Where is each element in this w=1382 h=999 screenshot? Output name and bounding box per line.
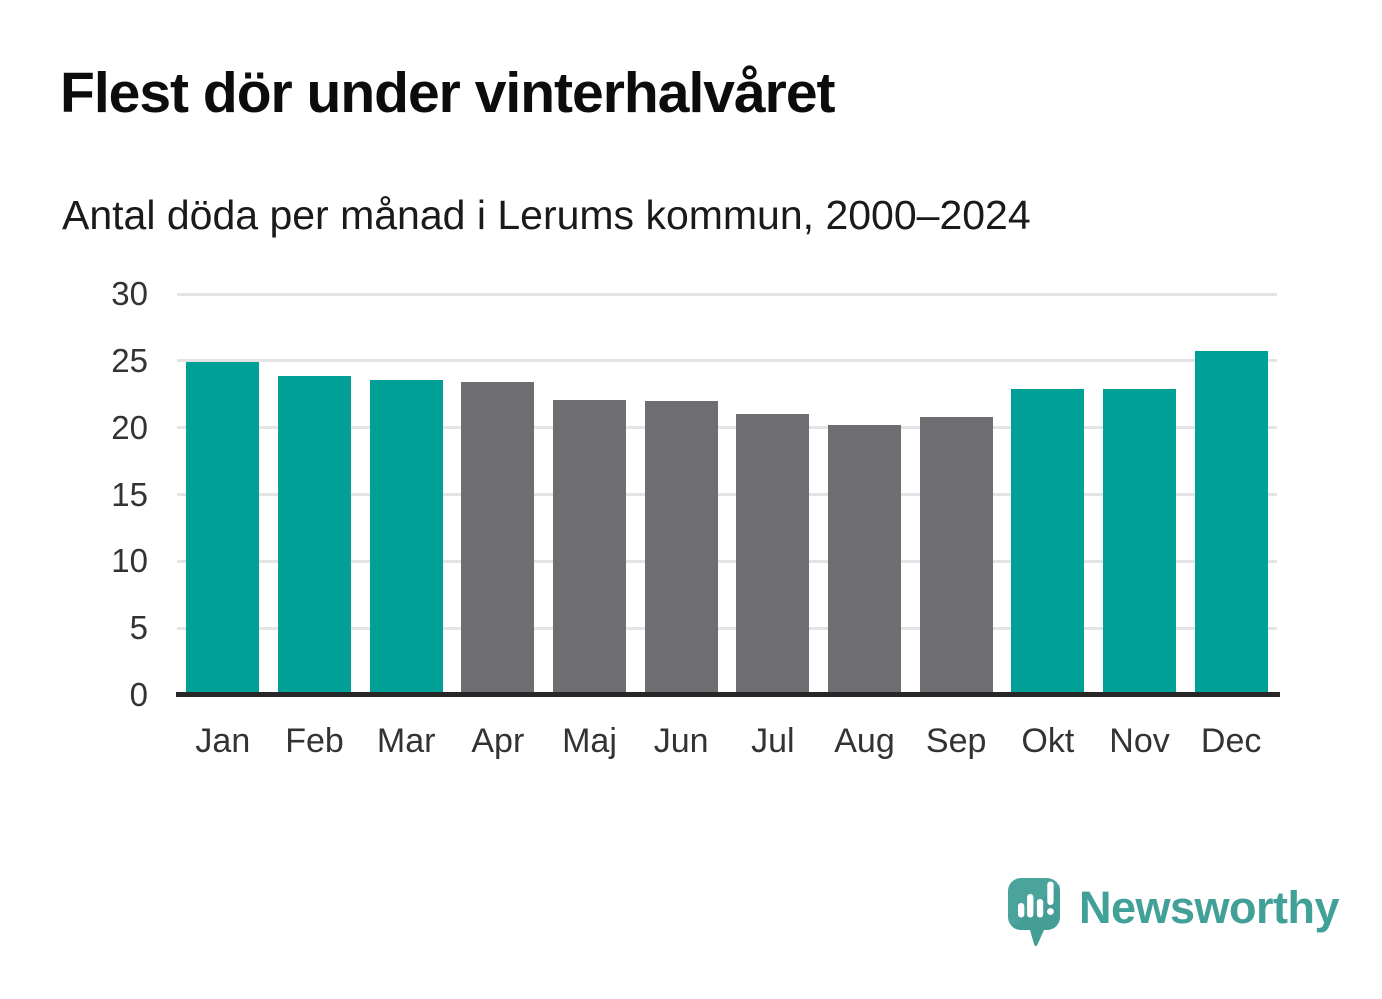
bar-apr xyxy=(461,382,535,695)
x-tick-label: Jul xyxy=(751,722,795,760)
x-tick-label: Dec xyxy=(1200,722,1262,760)
y-tick-label: 15 xyxy=(111,475,148,513)
y-axis: 0 5 10 15 20 25 30 xyxy=(30,275,148,713)
bar-maj xyxy=(553,399,626,695)
newsworthy-logo-icon xyxy=(1008,878,1060,947)
gridline xyxy=(177,626,1277,630)
bar-dec xyxy=(1194,351,1268,695)
x-axis-line xyxy=(176,692,1280,697)
x-tick-label: Aug xyxy=(834,722,895,760)
gridline xyxy=(177,559,1277,563)
chart-title: Flest dör under vinterhalvåret xyxy=(60,61,836,125)
bar-sep xyxy=(919,416,993,695)
speech-bubble-shape xyxy=(1008,878,1060,947)
x-tick-label: Feb xyxy=(285,722,344,760)
x-tick-label: Maj xyxy=(562,722,617,760)
bar-feb xyxy=(278,375,351,695)
y-tick-label: 0 xyxy=(129,676,148,713)
bar-jan xyxy=(186,362,260,695)
plot-area xyxy=(177,292,1277,695)
y-tick-label: 20 xyxy=(111,408,148,446)
x-tick-label: Okt xyxy=(1021,722,1075,760)
gridline xyxy=(177,426,1277,430)
mini-bar-chart-glyph xyxy=(1018,894,1044,918)
x-tick-label: Mar xyxy=(376,722,436,760)
y-tick-label: 25 xyxy=(111,341,148,379)
y-tick-label: 10 xyxy=(111,542,148,580)
bar-nov xyxy=(1103,388,1176,695)
x-axis: Jan Feb Mar Apr Maj Jun Jul Aug Sep Okt Nov Dec xyxy=(177,722,1277,766)
brand-footer: Newsworthy xyxy=(1008,878,1340,950)
bar-jun xyxy=(644,400,718,695)
exclamation-glyph xyxy=(1047,881,1054,915)
gridline xyxy=(177,292,1277,296)
x-tick-label: Nov xyxy=(1109,722,1170,760)
x-tick-label: Apr xyxy=(471,722,525,760)
y-tick-label: 30 xyxy=(111,275,148,312)
x-tick-label: Jan xyxy=(195,722,251,760)
brand-wordmark: Newsworthy xyxy=(1079,882,1340,933)
bar-mar xyxy=(369,379,443,695)
gridline xyxy=(177,493,1277,496)
bar-aug xyxy=(828,425,901,695)
bar-jul xyxy=(736,414,810,695)
gridline xyxy=(177,359,1277,363)
x-tick-label: Jun xyxy=(653,722,709,760)
chart-subtitle: Antal döda per månad i Lerums kommun, 20… xyxy=(62,192,1031,238)
bar-okt xyxy=(1011,388,1085,695)
x-tick-label: Sep xyxy=(925,722,987,760)
y-tick-label: 5 xyxy=(129,609,148,647)
